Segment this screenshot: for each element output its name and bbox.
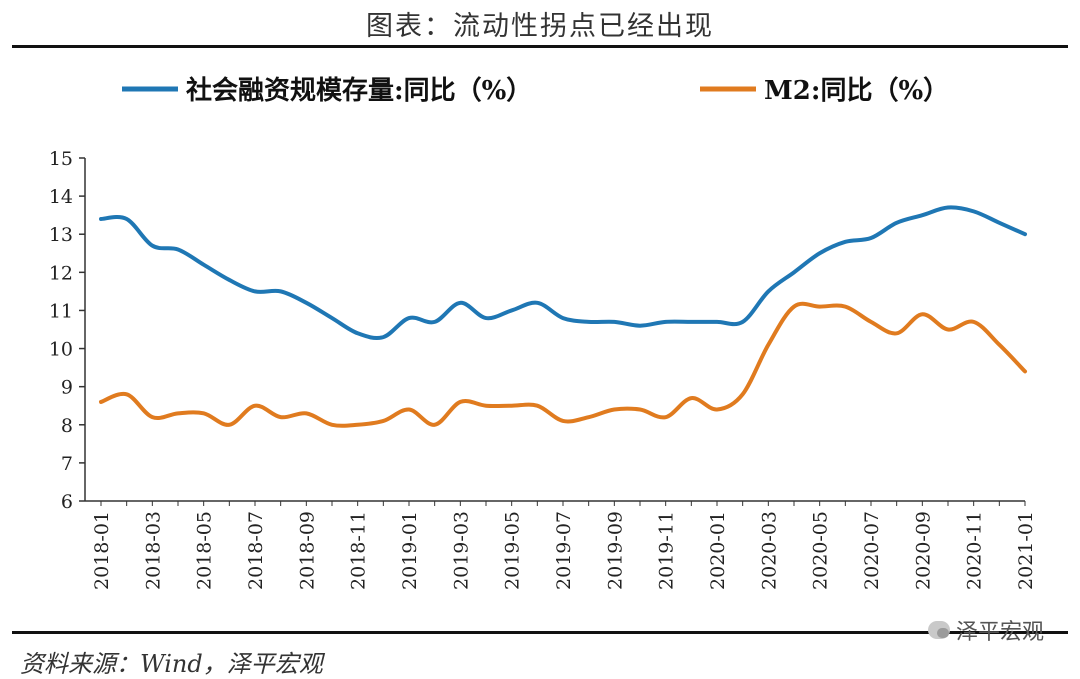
legend: 社会融资规模存量:同比（%） M2:同比（%） (122, 75, 949, 106)
bottom-rule (12, 631, 1068, 634)
y-tick-label: 7 (61, 453, 73, 475)
x-tick-label: 2019-11 (656, 511, 678, 590)
x-tick-label: 2018-05 (194, 511, 216, 590)
y-tick-label: 11 (49, 300, 73, 322)
x-tick-label: 2019-01 (399, 511, 421, 590)
legend-label-series-1: 社会融资规模存量:同比（%） (186, 75, 532, 106)
x-tick-label: 2020-11 (964, 511, 986, 590)
wechat-icon (927, 621, 950, 639)
y-tick-label: 13 (49, 224, 73, 246)
y-tick-label: 10 (49, 339, 73, 361)
legend-label-series-2: M2:同比（%） (764, 76, 949, 106)
y-tick-label: 9 (61, 377, 73, 399)
x-tick-label: 2018-11 (348, 511, 370, 590)
y-tick-label: 6 (61, 491, 73, 513)
y-tick-label: 8 (61, 415, 73, 437)
x-tick-label: 2018-01 (91, 511, 113, 590)
top-rule (12, 45, 1068, 48)
watermark: 泽平宏观 (927, 614, 1044, 646)
x-tick-label: 2019-09 (604, 511, 626, 590)
x-tick-label: 2019-03 (450, 511, 472, 590)
x-tick-label: 2018-09 (296, 511, 318, 590)
x-tick-label: 2019-05 (502, 511, 524, 590)
x-tick-label: 2020-09 (912, 511, 934, 590)
x-tick-label: 2018-03 (142, 511, 164, 590)
source-note: 资料来源：Wind，泽平宏观 (20, 650, 323, 678)
y-tick-label: 14 (49, 186, 73, 208)
series-line-m2 (99, 301, 1027, 428)
x-tick-label: 2018-07 (245, 511, 267, 590)
x-tick-label: 2021-01 (1015, 511, 1037, 590)
y-tick-label: 12 (49, 262, 73, 284)
y-tick-label: 15 (49, 148, 73, 170)
x-tick-label: 2020-07 (861, 511, 883, 590)
watermark-label: 泽平宏观 (955, 620, 1044, 645)
axes: 6 7 8 9 10 11 12 13 14 15 2018-01 2018-03 2018-05 201… (49, 148, 1037, 590)
x-tick-label: 2020-03 (758, 511, 780, 590)
chart-title: 图表：流动性拐点已经出现 (366, 11, 714, 42)
series-line-social-financing (99, 205, 1027, 341)
x-tick-label: 2020-05 (810, 511, 832, 590)
x-tick-label: 2020-01 (707, 511, 729, 590)
plot-area (99, 205, 1027, 428)
x-tick-label: 2019-07 (553, 511, 575, 590)
